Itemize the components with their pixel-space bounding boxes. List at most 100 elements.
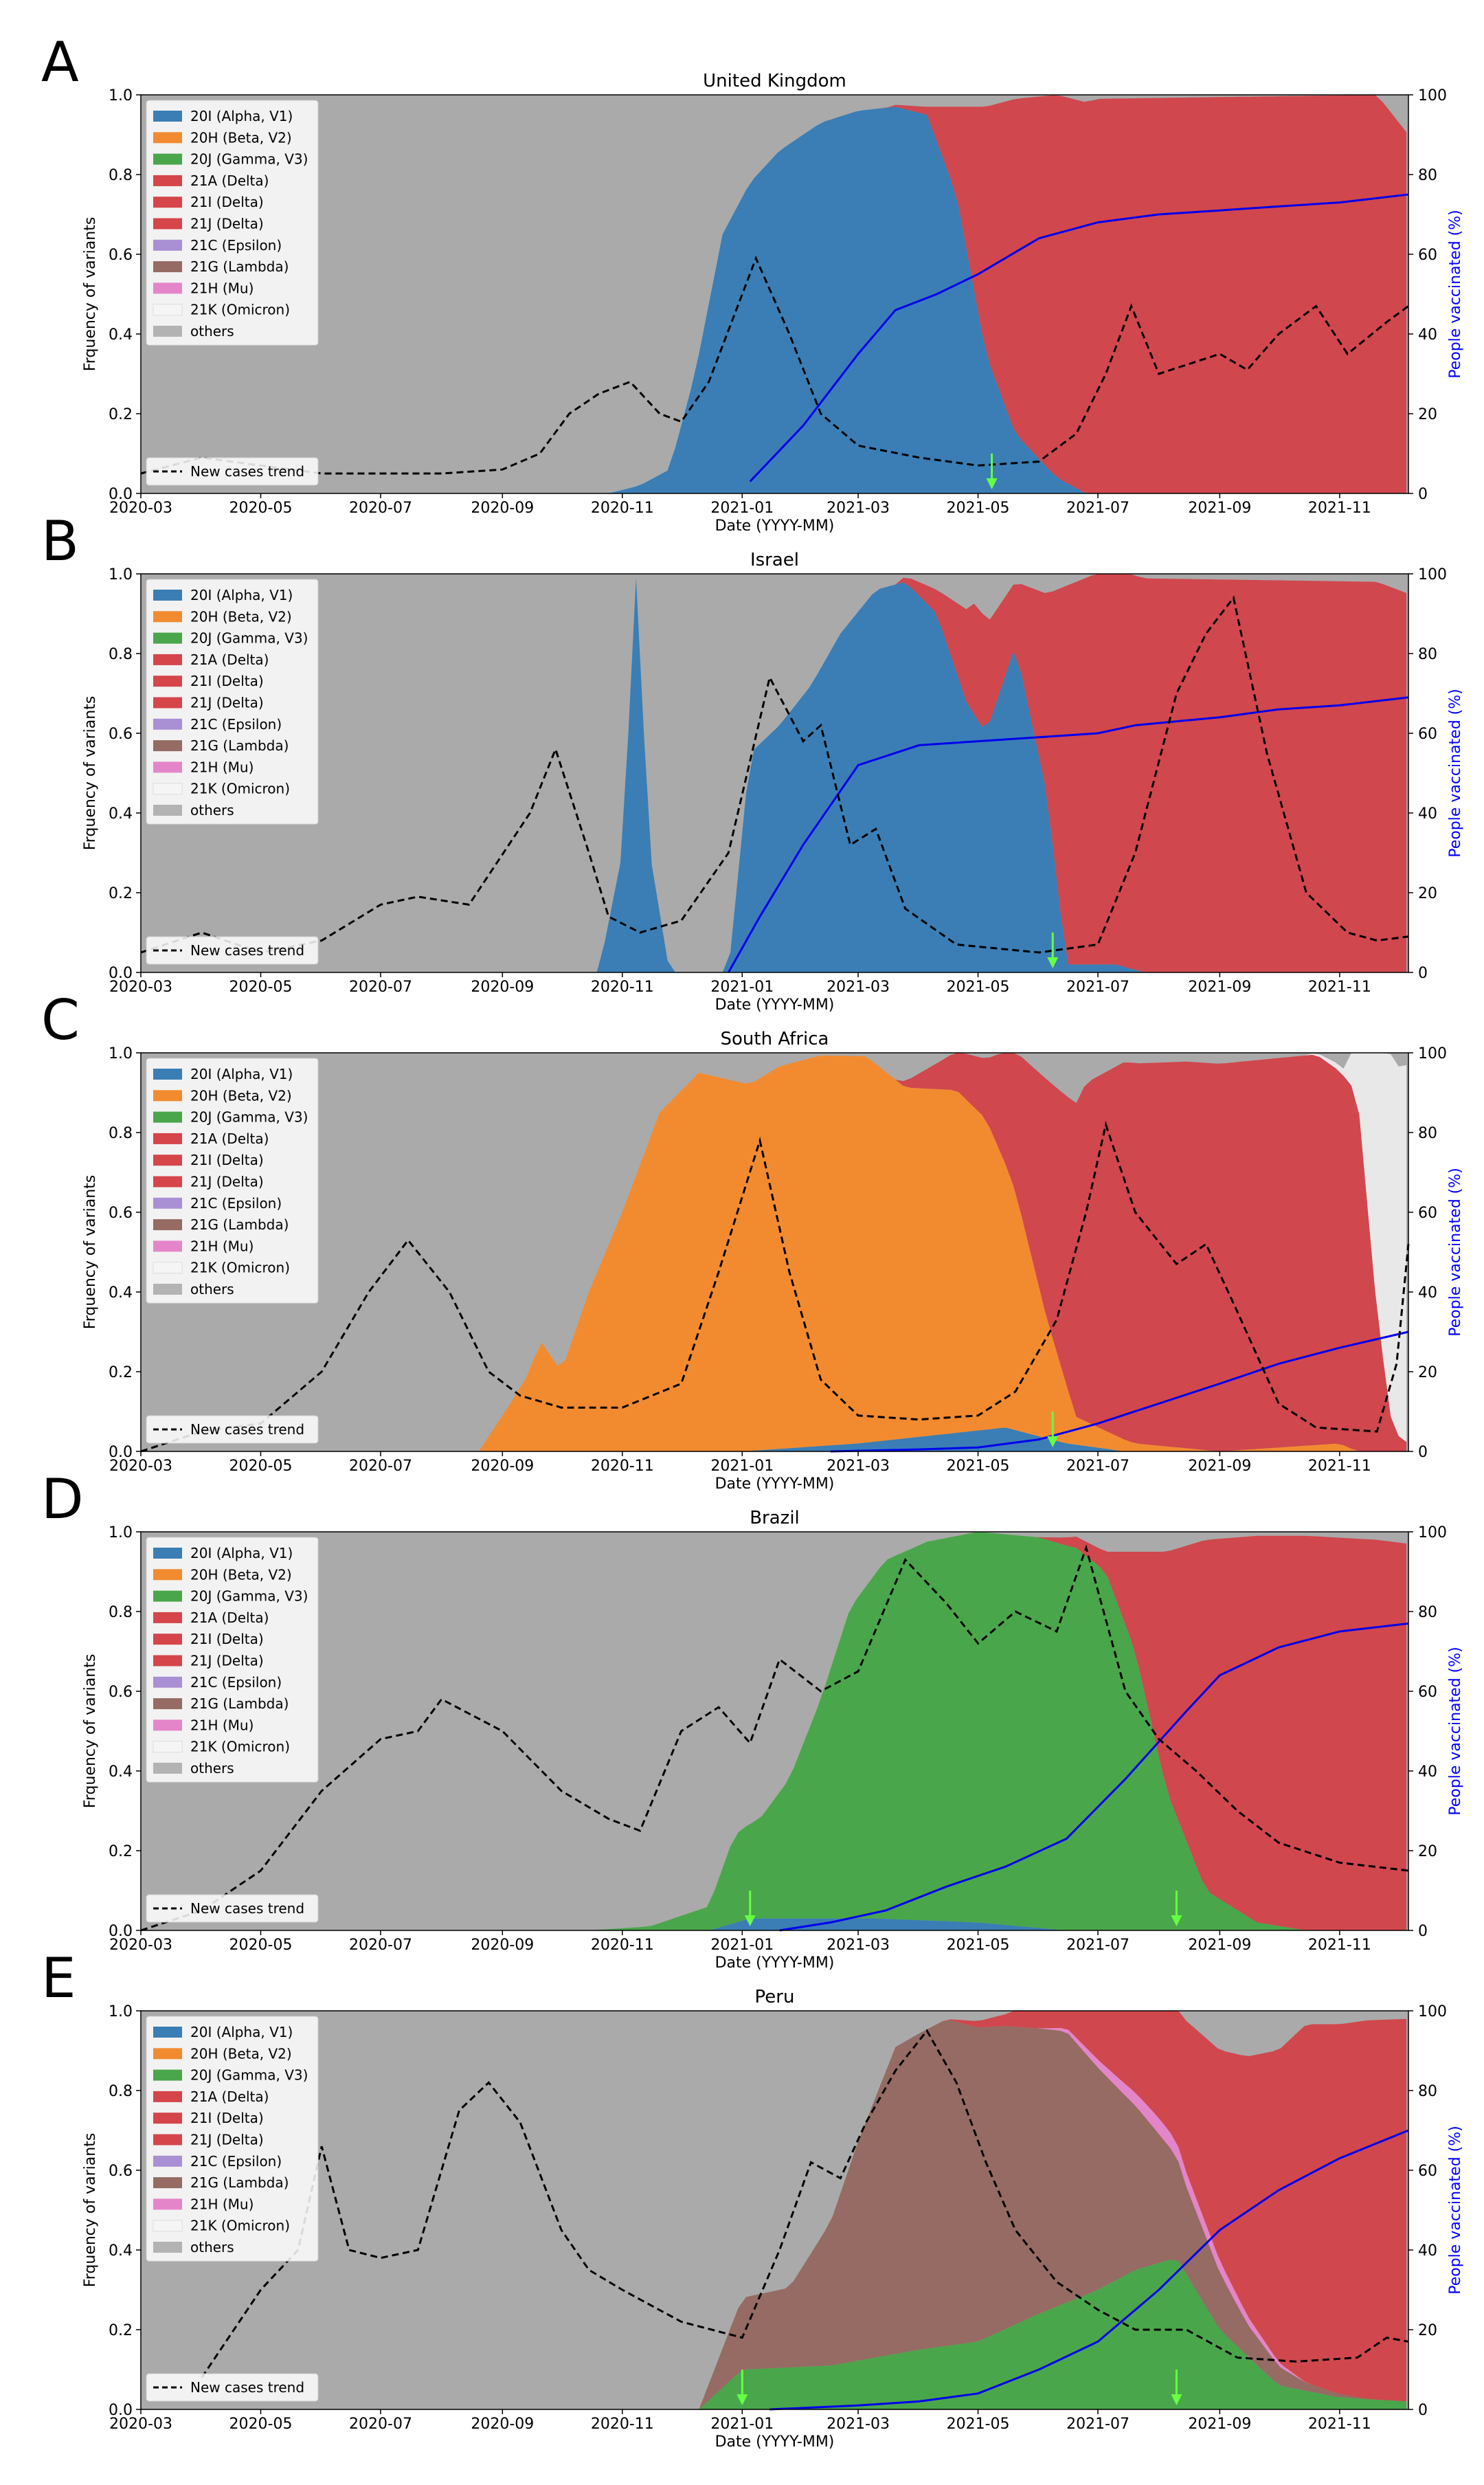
legend-label: 21H (Mu) (190, 1238, 254, 1254)
y-tick-label: 0.0 (109, 2402, 133, 2419)
legend-swatch (153, 2091, 182, 2102)
trend-legend-box (146, 1415, 319, 1444)
y2-tick-label: 20 (1418, 885, 1437, 902)
legend-swatch (153, 805, 182, 816)
legend-label: 21G (Lambda) (190, 258, 289, 275)
variant-legend-box (146, 2016, 319, 2262)
variant-legend-box (146, 1537, 319, 1783)
y2-tick-label: 100 (1418, 1524, 1447, 1541)
x-tick-label: 2021-09 (1188, 1458, 1251, 1475)
y-tick-label: 1.0 (109, 1045, 133, 1062)
x-tick-label: 2020-09 (471, 1458, 534, 1475)
legend-label: 21J (Delta) (190, 1653, 264, 1669)
legend-label: 21G (Lambda) (190, 1216, 289, 1233)
y-tick-label: 0.6 (109, 726, 133, 743)
chart-title: United Kingdom (703, 71, 846, 91)
legend-label: 21K (Omicron) (190, 1739, 290, 1755)
y-axis-label: Frquency of variants (82, 1175, 99, 1330)
legend-swatch (153, 153, 182, 165)
chart-title: Brazil (750, 1508, 800, 1528)
y2-axis-label: People vaccinated (%) (1447, 2126, 1464, 2295)
legend-swatch (153, 654, 182, 665)
legend-label: 20J (Gamma, V3) (190, 1588, 308, 1605)
variant-legend-box (146, 1058, 319, 1304)
legend-swatch (153, 2155, 182, 2167)
x-tick-label: 2021-05 (947, 979, 1010, 996)
legend-label: 20H (Beta, V2) (190, 2045, 292, 2062)
legend-label: 20J (Gamma, V3) (190, 630, 308, 647)
y2-tick-label: 80 (1418, 2083, 1437, 2100)
y2-tick-label: 40 (1418, 2242, 1437, 2260)
lambda-area (141, 2020, 1407, 2409)
y-axis-label: Frquency of variants (82, 217, 99, 372)
x-tick-label: 2020-03 (109, 1458, 172, 1475)
legend-swatch (153, 761, 182, 773)
legend-label: 20J (Gamma, V3) (190, 1109, 308, 1126)
legend-swatch (153, 1548, 182, 1559)
y-tick-label: 0.6 (109, 1684, 133, 1701)
legend-label: 20H (Beta, V2) (190, 1566, 292, 1583)
legend-label: 20H (Beta, V2) (190, 608, 292, 625)
y2-tick-label: 100 (1418, 2003, 1447, 2020)
trend-legend-label: New cases trend (190, 942, 304, 959)
legend-label: 21A (Delta) (190, 2088, 269, 2105)
x-axis-label: Date (YYYY-MM) (715, 996, 835, 1014)
x-tick-label: 2021-03 (827, 1458, 890, 1475)
panel-letter: A (41, 30, 79, 94)
legend-swatch (153, 1240, 182, 1252)
y2-tick-label: 80 (1418, 1604, 1437, 1621)
y-tick-label: 1.0 (109, 2003, 133, 2020)
y-tick-label: 0.0 (109, 965, 133, 982)
legend-label: 21K (Omicron) (190, 2218, 290, 2234)
legend-label: 20J (Gamma, V3) (190, 151, 308, 168)
x-tick-label: 2020-11 (591, 979, 654, 996)
plot-frame (140, 1052, 1409, 1452)
x-tick-label: 2021-07 (1066, 2416, 1129, 2433)
legend-swatch (153, 2220, 183, 2232)
x-axis-label: Date (YYYY-MM) (715, 1954, 835, 1972)
legend-swatch (153, 1219, 182, 1231)
legend-swatch (153, 1284, 182, 1295)
x-tick-label: 2020-11 (591, 500, 654, 517)
legend-swatch (153, 197, 182, 208)
y-tick-label: 0.0 (109, 1444, 133, 1461)
legend-swatch (153, 590, 182, 601)
trend-legend-box (146, 2373, 319, 2402)
panel-letter: E (41, 1946, 76, 2010)
y-tick-label: 0.8 (109, 1125, 133, 1142)
x-tick-label: 2021-03 (827, 500, 890, 517)
chart-title: South Africa (721, 1029, 829, 1049)
legend-label: 20I (Alpha, V1) (190, 108, 293, 124)
y2-tick-label: 60 (1418, 726, 1437, 743)
y2-tick-label: 80 (1418, 167, 1437, 184)
y-tick-label: 0.8 (109, 646, 133, 663)
legend-swatch (153, 676, 182, 687)
trend-legend-label: New cases trend (190, 2379, 304, 2396)
x-tick-label: 2020-11 (591, 2416, 654, 2433)
legend-label: 21H (Mu) (190, 280, 254, 296)
vaccination-line (727, 696, 1409, 973)
x-tick-label: 2021-07 (1066, 500, 1129, 517)
y2-tick-label: 40 (1418, 326, 1437, 344)
panel-letter: D (41, 1467, 84, 1531)
legend-swatch (153, 2177, 182, 2189)
legend-label: 21G (Lambda) (190, 737, 289, 754)
variant-legend-box (146, 579, 319, 825)
legend-label: 20I (Alpha, V1) (190, 2024, 293, 2040)
legend-swatch (153, 1155, 182, 1166)
x-tick-label: 2020-05 (229, 2416, 293, 2433)
gamma-area (141, 1532, 1407, 1930)
arrow-head (737, 2394, 748, 2405)
legend-label: 21A (Delta) (190, 651, 269, 668)
legend-label: 21C (Epsilon) (190, 2153, 282, 2170)
y2-tick-label: 80 (1418, 1125, 1437, 1142)
legend-swatch (153, 304, 183, 316)
legend-swatch (153, 1262, 183, 1274)
x-tick-label: 2020-05 (229, 1458, 293, 1475)
plot-frame (140, 573, 1409, 973)
legend-swatch (153, 132, 182, 144)
legend-swatch (153, 175, 182, 186)
y2-tick-label: 60 (1418, 1684, 1437, 1701)
legend-swatch (153, 239, 182, 251)
